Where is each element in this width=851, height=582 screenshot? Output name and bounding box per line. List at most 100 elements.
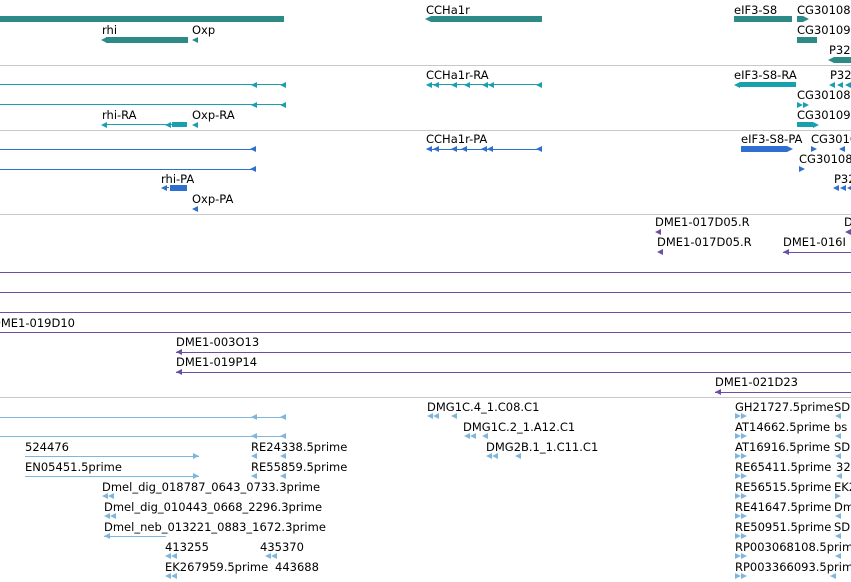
clone-label[interactable]: DME1-016I (783, 235, 846, 249)
gene-feature-rhi[interactable] (106, 37, 188, 43)
clone-label[interactable]: D (844, 215, 851, 229)
gene-label[interactable]: rhi (102, 23, 118, 37)
est-label[interactable]: bs (834, 420, 848, 434)
gene-feature-left[interactable] (0, 16, 284, 22)
clone-line[interactable] (0, 312, 851, 313)
clone-label[interactable]: DME1-021D23 (715, 375, 798, 389)
right-arrow-icon (803, 16, 809, 22)
gene-label[interactable]: CG30109 (797, 23, 851, 37)
transcript-rhi-ra-exon[interactable] (172, 122, 187, 127)
clone-line[interactable] (0, 272, 851, 273)
gene-label[interactable]: CG30108 (797, 3, 851, 17)
transcript-label[interactable]: Oxp-RA (192, 108, 235, 122)
est-label[interactable]: RE24338.5prime (251, 440, 348, 454)
gene-label[interactable]: CCHa1r (426, 3, 470, 17)
est-label[interactable]: 443688 (275, 560, 319, 574)
est-label[interactable]: SD (834, 520, 851, 534)
left-arrow-icon (251, 433, 257, 439)
left-arrow-icon (433, 82, 439, 88)
clone-label[interactable]: DME1-017D05.R (655, 215, 750, 229)
left-arrow-icon (492, 453, 498, 459)
protein-label[interactable]: CCHa1r-PA (426, 132, 488, 146)
left-arrow-icon (425, 16, 431, 22)
protein-label[interactable]: Oxp-PA (192, 192, 234, 206)
est-label[interactable]: SD (834, 400, 851, 414)
clone-line[interactable] (176, 372, 851, 373)
gene-feature-ccha1r[interactable] (431, 16, 542, 22)
est-label[interactable]: SD (834, 440, 851, 454)
gene-feature-cg30109[interactable] (797, 37, 817, 43)
protein-label[interactable]: P32 (834, 172, 851, 186)
clone-line[interactable] (176, 352, 851, 353)
gene-feature-p32[interactable] (834, 57, 851, 63)
est-line[interactable] (0, 417, 286, 418)
est-label[interactable]: 524476 (25, 440, 69, 454)
transcript-label[interactable]: P32 (830, 68, 851, 82)
transcript-label[interactable]: CG30109 (797, 108, 851, 122)
est-label[interactable]: RE55859.5prime (251, 460, 348, 474)
est-label[interactable]: 435370 (260, 540, 304, 554)
est-label[interactable]: DMG1C.2_1.A12.C1 (463, 420, 576, 434)
protein-label[interactable]: CG3010 (811, 132, 851, 146)
transcript-label[interactable]: CG30108 (797, 88, 851, 102)
est-label[interactable]: DMG2B.1_1.C11.C1 (486, 440, 599, 454)
est-label[interactable]: RE65411.5prime (735, 460, 832, 474)
est-line[interactable] (0, 436, 286, 437)
left-arrow-icon (536, 82, 542, 88)
clone-track: DME1-017D05.R D DME1-017D05.R DME1-016I … (0, 215, 851, 396)
gene-feature-cg30108[interactable] (797, 16, 803, 22)
gene-label[interactable]: P32 (829, 43, 851, 57)
gene-label[interactable]: Oxp (192, 23, 216, 37)
clone-line[interactable] (0, 332, 851, 333)
est-label[interactable]: Dmel_neb_013221_0883_1672.3prime (104, 520, 326, 534)
est-label[interactable]: Dmel_dig_010443_0668_2296.3prime (104, 500, 323, 514)
est-label[interactable]: AT14662.5prime (735, 420, 831, 434)
protein-label[interactable]: CG30108 (799, 152, 851, 166)
est-label[interactable]: RP003068108.5prime (735, 540, 851, 554)
est-label[interactable]: RE56515.5prime (735, 480, 832, 494)
protein-eif3-pa[interactable] (741, 146, 787, 152)
protein-rhi-pa-exon[interactable] (170, 185, 187, 191)
transcript-eif3-ra[interactable] (740, 82, 796, 87)
protein-label[interactable]: rhi-PA (161, 172, 195, 186)
clone-label[interactable]: DME1-019P14 (176, 355, 258, 369)
clone-label[interactable]: DME1-019D10 (0, 316, 75, 330)
est-line[interactable] (25, 476, 199, 477)
est-label[interactable]: RP003366093.5prime (735, 560, 851, 574)
est-label[interactable]: RE41647.5prime (735, 500, 832, 514)
est-label[interactable]: EN05451.5prime (25, 460, 122, 474)
gene-feature-eif3[interactable] (734, 16, 792, 22)
est-line[interactable] (104, 536, 166, 537)
protein-rhi-pa[interactable] (165, 187, 169, 188)
est-label[interactable]: RE50951.5prime (735, 520, 832, 534)
transcript-label[interactable]: eIF3-S8-RA (734, 68, 797, 82)
est-label[interactable]: 32 (836, 460, 851, 474)
clone-label[interactable]: DME1-003O13 (176, 335, 260, 349)
protein-line[interactable] (0, 169, 256, 170)
transcript-label[interactable]: rhi-RA (102, 108, 137, 122)
est-label[interactable]: 413255 (165, 540, 209, 554)
est-label[interactable]: DMG1C.4_1.C08.C1 (427, 400, 540, 414)
clone-label[interactable]: DME1-017D05.R (657, 235, 752, 249)
left-arrow-icon (839, 146, 845, 152)
gene-label[interactable]: eIF3-S8 (734, 3, 778, 17)
est-label[interactable]: EK2 (834, 480, 851, 494)
transcript-line[interactable] (0, 104, 286, 105)
est-label[interactable]: Dm (834, 500, 851, 514)
est-line[interactable] (25, 456, 199, 457)
left-arrow-icon (828, 57, 834, 63)
clone-line[interactable] (715, 392, 851, 393)
est-label[interactable]: AT16916.5prime (735, 440, 831, 454)
est-label[interactable]: GH21727.5prime (735, 400, 834, 414)
est-label[interactable]: Dmel_dig_018787_0643_0733.3prime (102, 480, 321, 494)
transcript-rhi-ra[interactable] (103, 124, 187, 125)
clone-line[interactable] (0, 292, 851, 293)
clone-line[interactable] (783, 252, 851, 253)
protein-line[interactable] (0, 149, 256, 150)
protein-label[interactable]: eIF3-S8-PA (741, 132, 803, 146)
transcript-label[interactable]: CCHa1r-RA (426, 68, 489, 82)
est-label[interactable]: EK267959.5prime (165, 560, 269, 574)
transcript-cg30109[interactable] (797, 122, 813, 127)
transcript-line[interactable] (0, 84, 286, 85)
